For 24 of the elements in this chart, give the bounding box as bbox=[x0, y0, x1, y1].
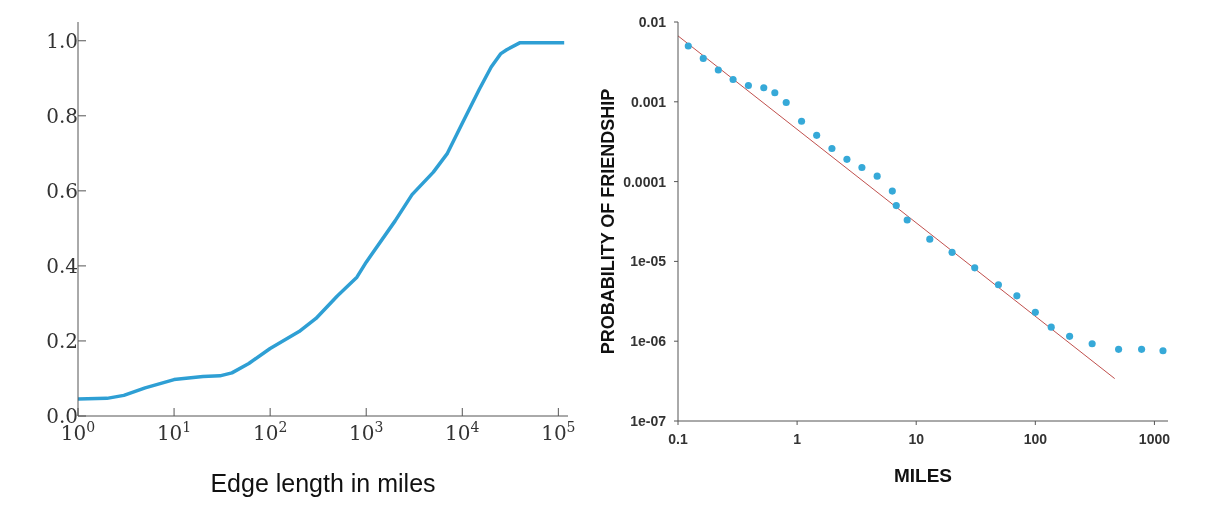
y-tick-label: 1e-05 bbox=[630, 253, 667, 270]
y-tick-label: 0.0001 bbox=[623, 173, 667, 190]
y-tick-label: 0.001 bbox=[630, 93, 667, 110]
x-tick-label: 1 bbox=[793, 431, 802, 448]
x-tick-label: 10 bbox=[908, 431, 925, 448]
y-tick-label: 0.8 bbox=[46, 103, 78, 128]
x-tick-label: 10$^{4}$ bbox=[445, 419, 480, 445]
y-tick-label: 0.2 bbox=[46, 328, 78, 353]
x-tick-label: 10$^{1}$ bbox=[156, 419, 192, 445]
y-tick-label: 1.0 bbox=[46, 28, 78, 53]
y-tick-label: 1e-07 bbox=[630, 412, 667, 429]
y-tick-label: 0.4 bbox=[46, 253, 78, 278]
x-tick-label: 10$^{3}$ bbox=[349, 419, 384, 445]
y-tick-label: 0.6 bbox=[46, 178, 78, 203]
x-axis-title: Edge length in miles bbox=[210, 469, 436, 497]
y-tick-label: 0.01 bbox=[638, 13, 667, 30]
x-axis-title: MILES bbox=[893, 465, 953, 486]
x-tick-label: 10$^{5}$ bbox=[541, 419, 576, 445]
y-tick-label: 1e-06 bbox=[630, 333, 667, 350]
y-axis-title: PROBABILITY OF FRIENDSHIP bbox=[598, 88, 619, 355]
x-tick-label: 100 bbox=[1023, 431, 1048, 448]
x-tick-label: 0.1 bbox=[668, 431, 688, 448]
x-tick-label: 1000 bbox=[1138, 431, 1171, 448]
x-tick-label: 10$^{2}$ bbox=[252, 419, 288, 445]
